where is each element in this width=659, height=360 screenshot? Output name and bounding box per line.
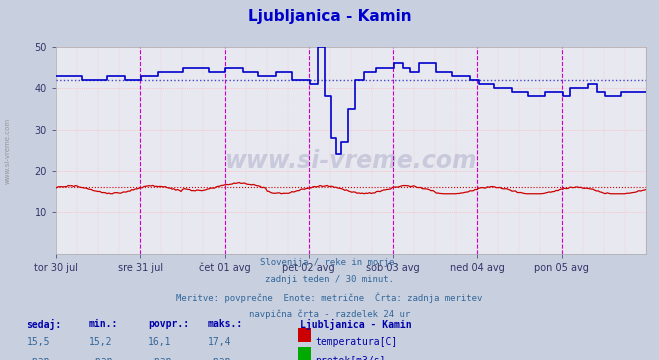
Text: sedaj:: sedaj: bbox=[26, 319, 61, 330]
Text: www.si-vreme.com: www.si-vreme.com bbox=[5, 118, 11, 184]
Text: -nan: -nan bbox=[148, 356, 172, 360]
Text: maks.:: maks.: bbox=[208, 319, 243, 329]
Text: 15,2: 15,2 bbox=[89, 337, 113, 347]
Text: -nan: -nan bbox=[26, 356, 50, 360]
Text: 15,5: 15,5 bbox=[26, 337, 50, 347]
Text: 17,4: 17,4 bbox=[208, 337, 231, 347]
Text: zadnji teden / 30 minut.: zadnji teden / 30 minut. bbox=[265, 275, 394, 284]
Text: -nan: -nan bbox=[208, 356, 231, 360]
Text: Slovenija / reke in morje.: Slovenija / reke in morje. bbox=[260, 258, 399, 267]
Text: -nan: -nan bbox=[89, 356, 113, 360]
Text: www.si-vreme.com: www.si-vreme.com bbox=[225, 149, 477, 173]
Text: povpr.:: povpr.: bbox=[148, 319, 189, 329]
Text: navpična črta - razdelek 24 ur: navpična črta - razdelek 24 ur bbox=[249, 310, 410, 319]
Text: pretok[m3/s]: pretok[m3/s] bbox=[315, 356, 386, 360]
Text: Meritve: povprečne  Enote: metrične  Črta: zadnja meritev: Meritve: povprečne Enote: metrične Črta:… bbox=[177, 293, 482, 303]
Text: min.:: min.: bbox=[89, 319, 119, 329]
Text: 16,1: 16,1 bbox=[148, 337, 172, 347]
Text: Ljubljanica - Kamin: Ljubljanica - Kamin bbox=[300, 319, 411, 330]
Text: Ljubljanica - Kamin: Ljubljanica - Kamin bbox=[248, 9, 411, 24]
Text: temperatura[C]: temperatura[C] bbox=[315, 337, 397, 347]
